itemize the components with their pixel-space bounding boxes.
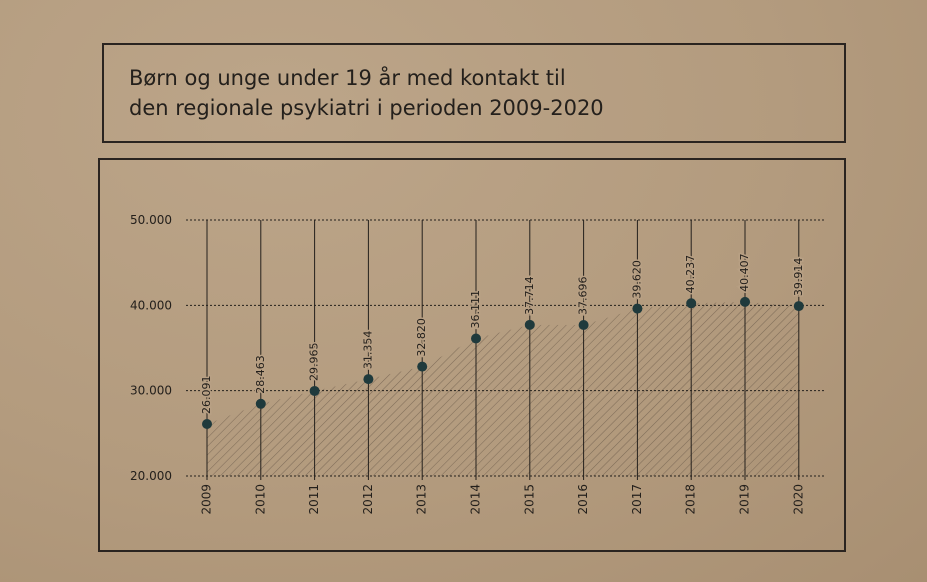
data-point: [524, 319, 535, 330]
x-tick-label: 2010: [253, 484, 267, 515]
x-tick-label: 2020: [791, 484, 805, 515]
x-tick-label: 2009: [200, 484, 214, 515]
data-point: [793, 301, 804, 312]
data-label: 39.620: [630, 260, 643, 299]
data-point: [686, 298, 697, 309]
data-label: 26.091: [200, 376, 213, 415]
data-point: [363, 374, 374, 385]
y-tick-label: 30.000: [130, 384, 172, 398]
data-point: [471, 333, 481, 344]
x-tick-label: 2017: [630, 484, 644, 515]
x-tick-label: 2011: [307, 484, 321, 515]
data-point: [255, 398, 266, 409]
data-label: 36.111: [469, 290, 482, 329]
data-label: 31.354: [361, 331, 374, 370]
y-tick-label: 40.000: [130, 298, 172, 312]
x-tick-label: 2016: [576, 484, 590, 515]
data-point: [578, 319, 589, 330]
chart-title: Børn og unge under 19 år med kontakt til…: [129, 66, 604, 120]
data-point: [740, 296, 750, 307]
x-tick-label: 2014: [469, 484, 483, 515]
y-tick-label: 20.000: [130, 469, 172, 483]
data-label: 32.820: [415, 318, 428, 357]
data-point: [417, 361, 428, 372]
data-label: 40.237: [684, 255, 697, 294]
data-label: 28.463: [254, 355, 267, 394]
data-point: [202, 419, 212, 430]
y-tick-label: 50.000: [130, 213, 172, 227]
x-tick-label: 2019: [738, 484, 752, 515]
data-label: 37.714: [523, 276, 536, 315]
data-point: [309, 385, 320, 396]
data-point: [632, 303, 643, 314]
x-tick-label: 2015: [522, 484, 536, 515]
data-label: 37.696: [577, 276, 590, 315]
chart-frame: [98, 158, 846, 552]
title-box: Børn og unge under 19 år med kontakt til…: [102, 43, 846, 143]
data-label: 29.965: [308, 342, 321, 381]
x-tick-label: 2018: [684, 484, 698, 515]
data-label: 40.407: [738, 253, 751, 292]
area-fill: [207, 301, 799, 476]
x-tick-label: 2012: [361, 484, 375, 515]
data-label: 39.914: [792, 258, 805, 297]
x-tick-label: 2013: [415, 484, 429, 515]
